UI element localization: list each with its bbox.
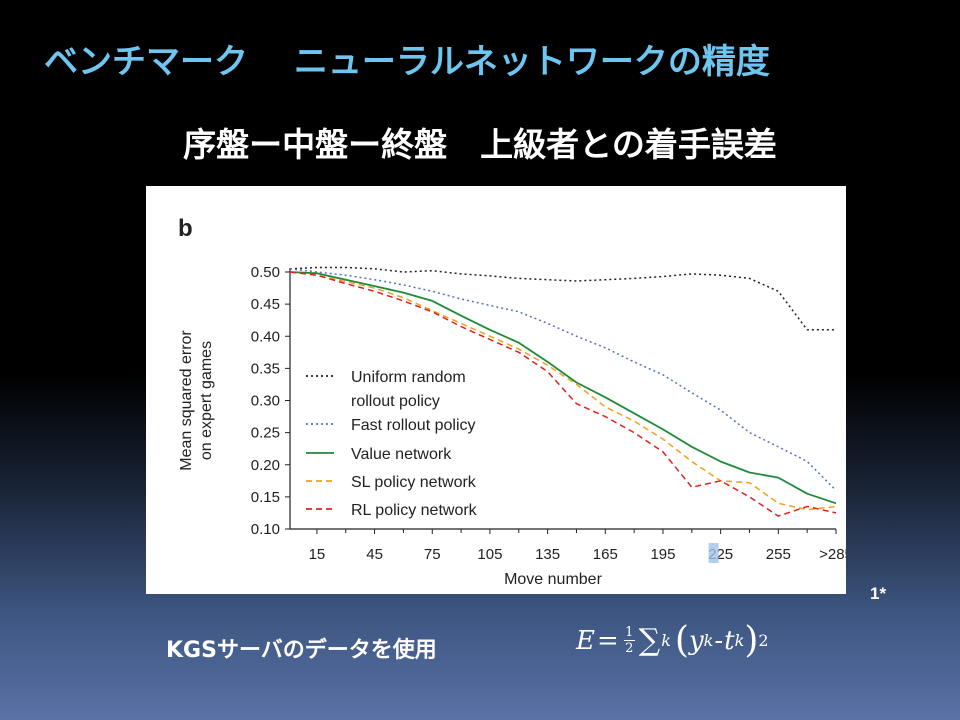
series-line-1 xyxy=(289,266,836,331)
x-tick-label: 195 xyxy=(650,546,675,563)
formula-minus: - xyxy=(714,625,724,656)
legend-label-1: Uniform random xyxy=(351,369,466,386)
y-tick-label: 0.45 xyxy=(251,296,280,313)
formula-lhs: E xyxy=(576,625,595,656)
formula-frac-den: 2 xyxy=(625,641,634,656)
legend-label-4: SL policy network xyxy=(351,474,477,491)
x-tick-label: >285 xyxy=(819,546,846,563)
y-tick-label: 0.20 xyxy=(251,457,280,474)
series-line-5 xyxy=(289,271,837,517)
formula-sum: ∑ xyxy=(638,623,661,658)
footnote-marker: 1* xyxy=(870,584,887,603)
y-axis-label-line1: Mean squared error xyxy=(178,330,195,471)
legend-label-5: RL policy network xyxy=(351,502,478,519)
legend-label-2: Fast rollout policy xyxy=(351,417,476,434)
formula-t-sub: k xyxy=(734,631,745,650)
formula-t: t xyxy=(724,625,735,656)
formula-equals: = xyxy=(596,625,619,656)
formula-y-sub: k xyxy=(703,631,714,650)
series-line-2 xyxy=(289,268,837,491)
formula-fraction: 1 2 xyxy=(623,625,635,656)
x-tick-label: 165 xyxy=(593,546,618,563)
legend-label-3: Value network xyxy=(351,446,452,463)
x-tick-label: 255 xyxy=(766,546,791,563)
formula-y: y xyxy=(688,625,704,656)
y-tick-label: 0.50 xyxy=(251,264,280,281)
x-axis-label: Move number xyxy=(504,571,602,588)
series-line-4 xyxy=(289,271,837,511)
formula-power: 2 xyxy=(758,631,769,650)
slide-title: ベンチマーク ニューラルネットワークの精度 xyxy=(44,42,770,82)
x-tick-label: 135 xyxy=(535,546,560,563)
x-tick-label: 15 xyxy=(309,546,326,563)
y-axis-label-line2: on expert games xyxy=(198,341,215,460)
formula-open-paren: ( xyxy=(674,620,689,661)
y-tick-label: 0.30 xyxy=(251,393,280,410)
y-tick-label: 0.35 xyxy=(251,360,280,377)
tick-highlight xyxy=(708,543,719,563)
y-tick-label: 0.25 xyxy=(251,425,280,442)
mse-formula: E = 1 2 ∑ k ( y k - t k ) 2 xyxy=(576,620,769,661)
panel-label: b xyxy=(178,215,193,242)
x-tick-label: 105 xyxy=(477,546,502,563)
y-tick-label: 0.10 xyxy=(251,521,280,538)
chart-panel: b 0.50 0.45 0.40 0.35 0.30 0.25 0.20 0.15 0.10 15 4… xyxy=(146,186,846,594)
formula-close-paren: ) xyxy=(744,620,759,661)
x-tick-label: 45 xyxy=(366,546,383,563)
y-tick-label: 0.15 xyxy=(251,489,280,506)
data-source-text: KGSサーバのデータを使用 xyxy=(166,638,437,663)
slide-subtitle: 序盤ー中盤ー終盤 上級者との着手誤差 xyxy=(183,125,777,164)
formula-frac-num: 1 xyxy=(625,625,634,640)
legend-label-1: rollout policy xyxy=(351,393,440,410)
series-line-3 xyxy=(289,271,837,505)
x-tick-label: 75 xyxy=(424,546,441,563)
line-chart: b 0.50 0.45 0.40 0.35 0.30 0.25 0.20 0.15 0.10 15 4… xyxy=(178,215,846,588)
y-tick-label: 0.40 xyxy=(251,328,280,345)
formula-sum-sub: k xyxy=(661,631,671,650)
